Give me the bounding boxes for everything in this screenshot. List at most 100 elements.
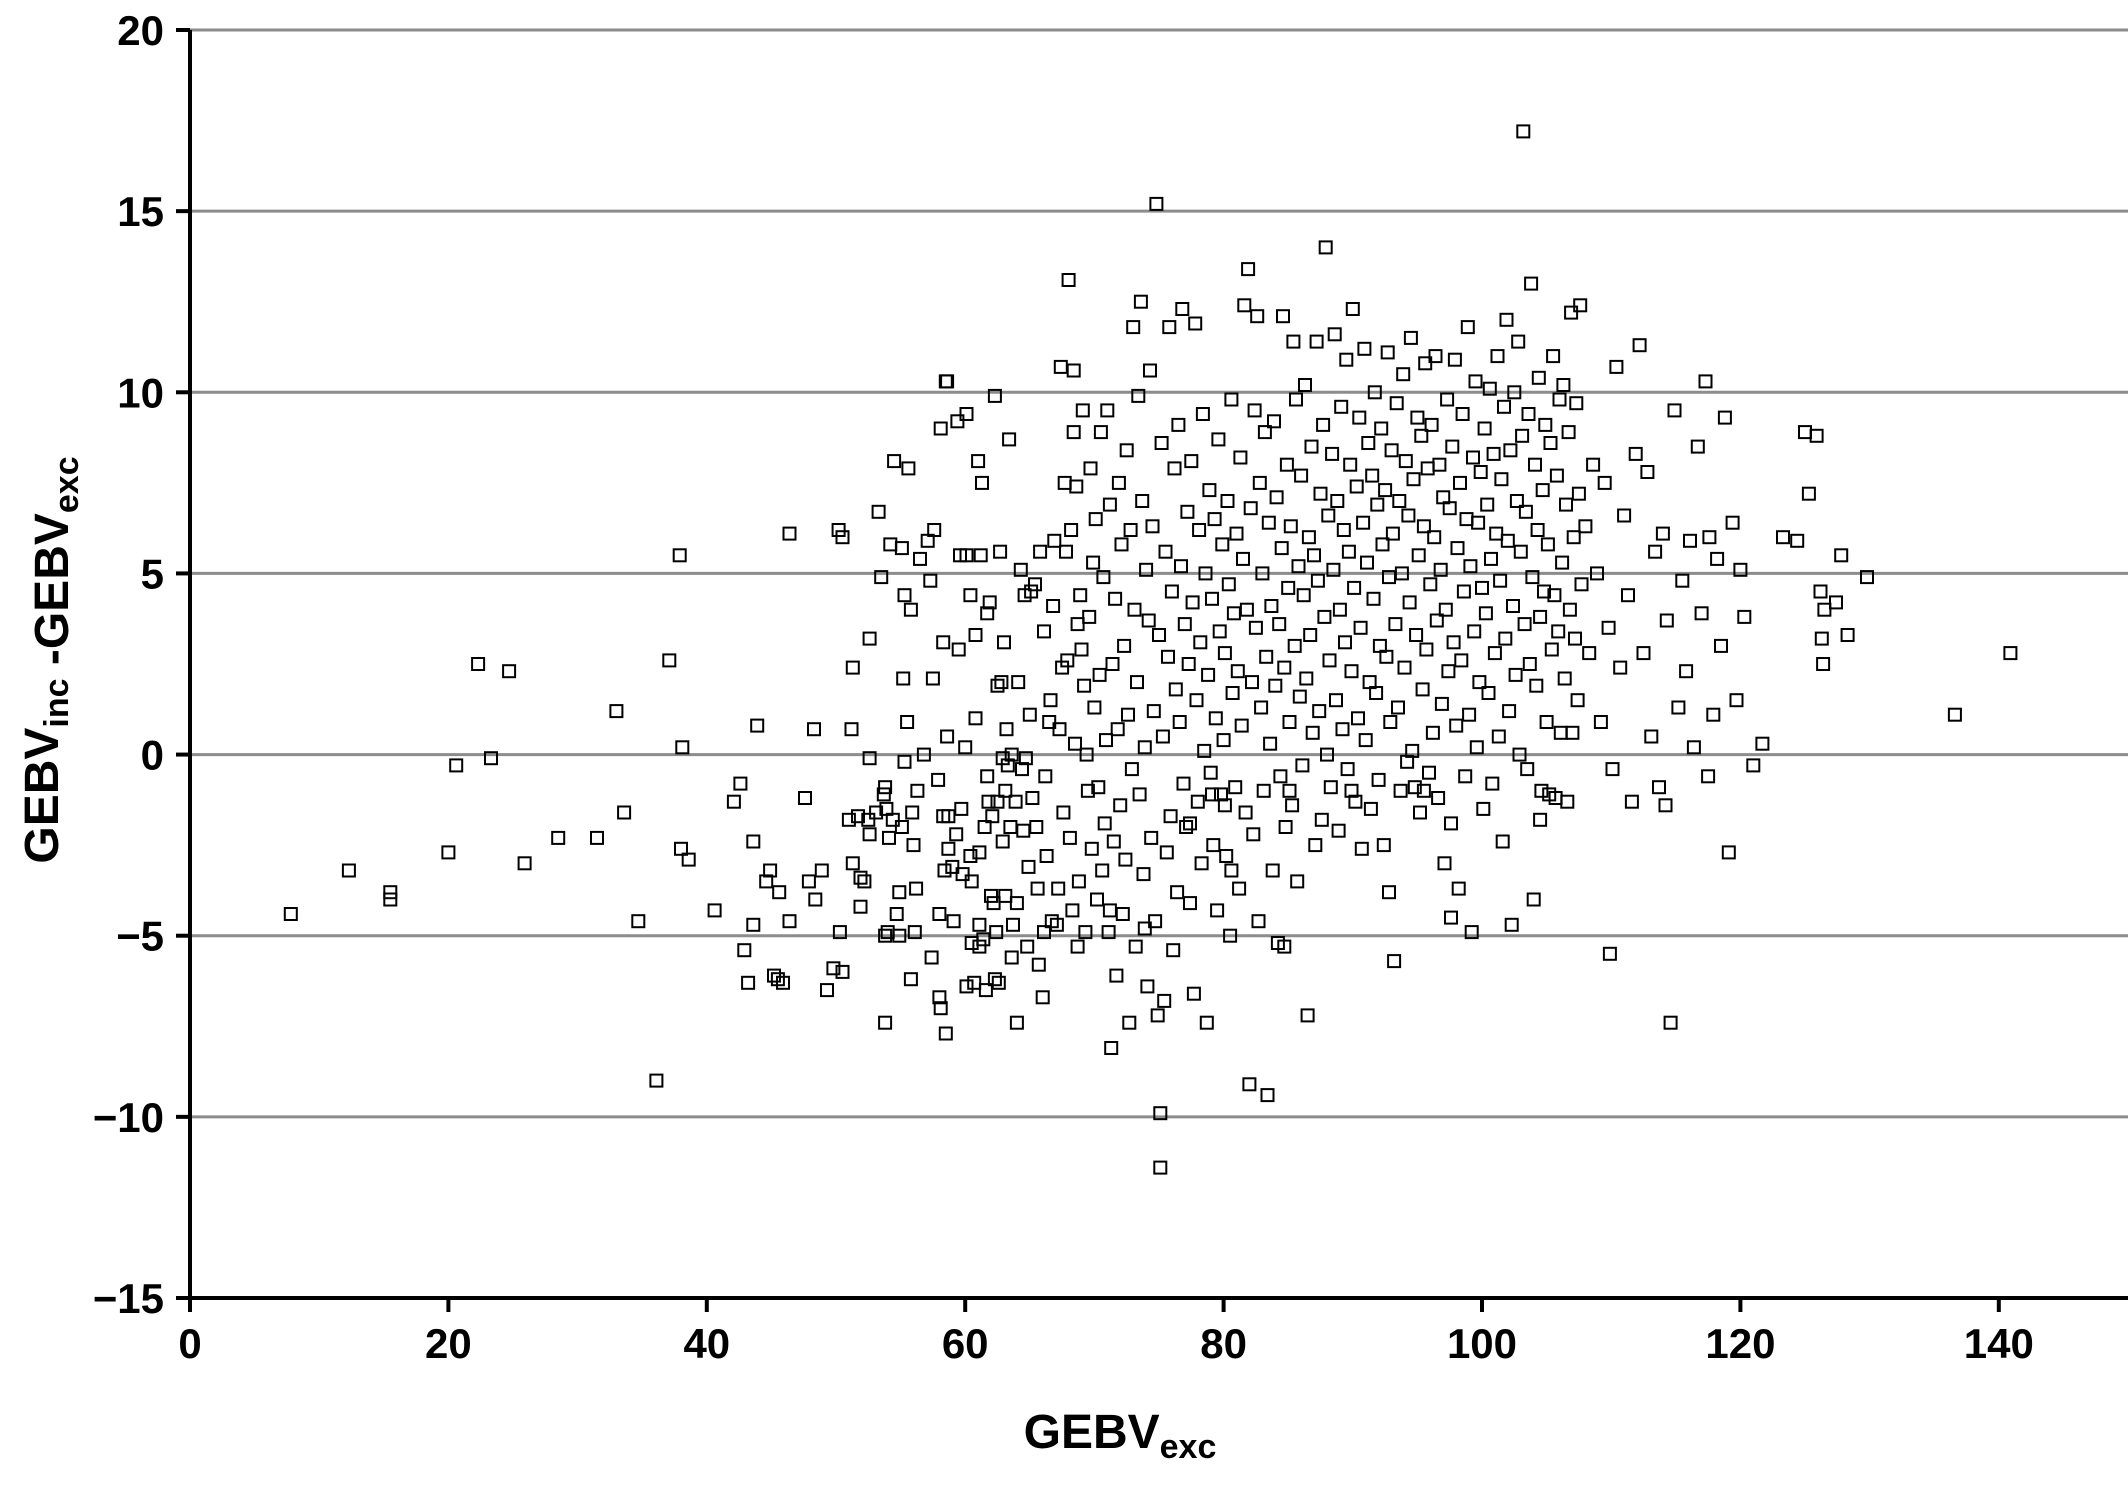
- data-point: [1127, 602, 1142, 617]
- data-point: [1525, 570, 1540, 585]
- data-point: [1371, 772, 1386, 787]
- data-point: [1093, 425, 1108, 440]
- data-point: [1225, 686, 1240, 700]
- data-point: [1624, 794, 1639, 809]
- data-point: [1351, 711, 1365, 726]
- data-point: [1234, 718, 1249, 733]
- data-point: [1453, 475, 1467, 490]
- data-point: [1133, 294, 1148, 309]
- data-point: [1517, 617, 1532, 632]
- data-point: [1047, 533, 1062, 548]
- data-point: [1053, 359, 1068, 374]
- data-point: [1069, 479, 1084, 494]
- data-point: [978, 983, 993, 998]
- data-point: [1066, 363, 1081, 378]
- data-point: [1721, 845, 1736, 860]
- data-point: [1710, 551, 1725, 566]
- data-point: [1648, 544, 1663, 559]
- data-point: [1473, 465, 1488, 479]
- data-point: [1310, 573, 1325, 588]
- data-point: [900, 715, 915, 729]
- data-point: [835, 530, 850, 545]
- data-point: [1296, 588, 1311, 603]
- data-point: [1111, 475, 1126, 490]
- data-point: [1300, 1008, 1315, 1023]
- data-point: [963, 849, 978, 863]
- data-point: [832, 925, 847, 940]
- data-point: [1316, 417, 1331, 432]
- data-point: [1264, 599, 1279, 613]
- data-point: [1702, 530, 1717, 545]
- data-point: [1190, 794, 1205, 809]
- data-point: [1363, 801, 1378, 816]
- data-point: [1150, 1008, 1165, 1023]
- data-point: [892, 928, 907, 943]
- data-point: [1737, 609, 1752, 624]
- data-point: [861, 812, 876, 827]
- data-point: [631, 914, 646, 929]
- data-point: [1078, 925, 1093, 940]
- data-point: [1312, 704, 1327, 719]
- data-point: [994, 675, 1009, 690]
- data-point: [759, 874, 774, 889]
- data-point: [1146, 704, 1161, 719]
- data-point: [831, 523, 846, 537]
- data-point: [1464, 925, 1479, 940]
- data-point: [1330, 494, 1345, 508]
- data-point: [1556, 378, 1571, 392]
- data-point: [1289, 392, 1303, 407]
- data-point: [1366, 591, 1381, 606]
- data-point: [1202, 483, 1217, 498]
- data-point: [1183, 816, 1197, 831]
- data-point: [1365, 468, 1380, 483]
- data-point: [1467, 624, 1482, 639]
- data-point: [1304, 439, 1319, 454]
- data-point: [1551, 624, 1566, 639]
- data-point: [910, 783, 925, 798]
- data-point: [1499, 312, 1514, 327]
- data-point: [1070, 617, 1085, 632]
- data-point: [1029, 820, 1044, 834]
- data-point: [1174, 559, 1188, 574]
- data-point: [1122, 1015, 1137, 1030]
- data-point: [1522, 657, 1537, 671]
- data-point: [1516, 124, 1531, 139]
- data-point: [1632, 338, 1647, 353]
- data-point: [931, 772, 946, 787]
- data-point: [968, 628, 983, 642]
- data-point: [1476, 801, 1491, 816]
- data-point: [977, 820, 992, 834]
- data-point: [1507, 385, 1522, 400]
- data-point: [1466, 450, 1480, 465]
- data-point: [924, 950, 939, 965]
- data-point: [1215, 537, 1230, 552]
- data-point: [1568, 631, 1582, 646]
- data-point: [1528, 457, 1542, 472]
- data-point: [1004, 950, 1019, 965]
- data-point: [933, 421, 948, 436]
- data-point: [737, 943, 752, 958]
- data-point: [767, 968, 781, 983]
- data-point: [1679, 664, 1694, 679]
- data-point: [798, 791, 812, 805]
- data-point: [1119, 443, 1134, 458]
- data-point: [1242, 1077, 1257, 1092]
- data-point: [1061, 273, 1076, 287]
- data-point: [853, 899, 868, 914]
- data-point: [1257, 425, 1272, 440]
- data-point: [1145, 519, 1160, 534]
- data-point: [675, 740, 690, 755]
- data-point: [1263, 736, 1278, 751]
- data-point: [841, 812, 856, 827]
- x-tick-label: 100: [1447, 1320, 1517, 1367]
- data-point: [1060, 653, 1075, 668]
- data-point: [1046, 599, 1061, 613]
- data-point: [1082, 609, 1097, 624]
- data-point: [1226, 606, 1241, 621]
- data-point: [1449, 718, 1464, 733]
- data-point: [1379, 649, 1394, 664]
- data-point: [1472, 675, 1487, 690]
- data-point: [1549, 468, 1564, 483]
- data-point: [1374, 421, 1389, 436]
